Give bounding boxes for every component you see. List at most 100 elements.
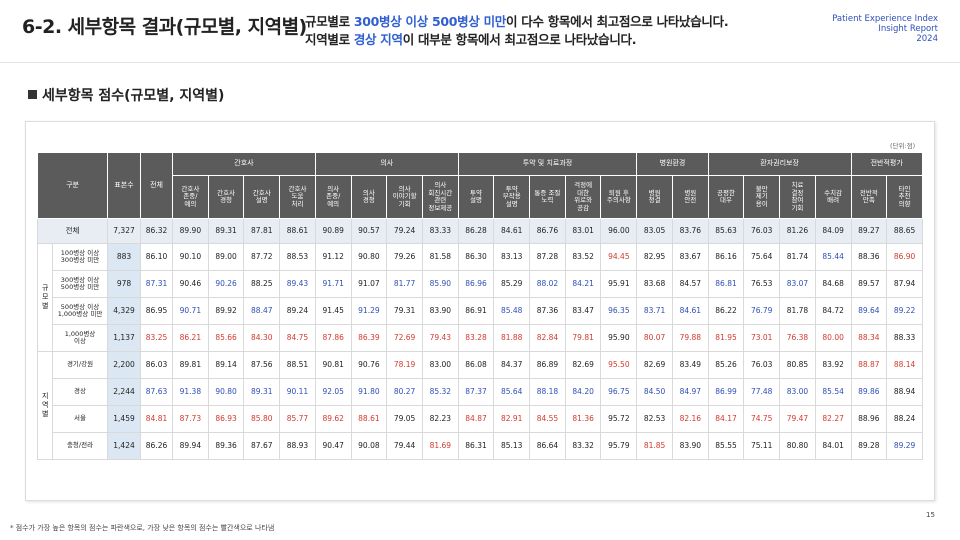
score-cell: 95.50 (600, 351, 638, 379)
slide-title: 6-2. 세부항목 결과(규모별, 지역별) (22, 16, 307, 38)
sample-count: 883 (107, 243, 142, 271)
score-cell: 80.07 (636, 324, 673, 352)
score-cell: 89.31 (207, 218, 245, 244)
score-cell: 81.88 (493, 324, 531, 352)
score-cell: 86.08 (457, 351, 495, 379)
sample-count: 4,329 (107, 297, 142, 325)
score-cell: 89.27 (850, 218, 888, 244)
score-cell: 88.94 (886, 378, 923, 406)
summary-text: 300병상 이상 500병상 미만 (353, 14, 507, 29)
score-cell: 89.43 (279, 270, 316, 298)
item-header: 전반적 만족 (850, 175, 888, 219)
score-cell: 88.34 (850, 324, 888, 352)
score-cell: 91.07 (350, 270, 388, 298)
score-cell: 79.05 (386, 405, 423, 433)
score-cell: 79.88 (671, 324, 709, 352)
score-cell: 84.01 (814, 432, 852, 460)
report-line: Insight Report (878, 24, 938, 34)
score-cell: 83.07 (779, 270, 816, 298)
score-cell: 83.32 (564, 432, 602, 460)
data-row: 지역별 경기/강원 2,200 86.03 89.81 89.14 87.56 88.51 90… (37, 351, 923, 460)
sample-count: 2,200 (107, 351, 142, 379)
score-cell: 89.24 (279, 297, 316, 325)
score-cell: 96.00 (600, 218, 638, 244)
score-cell: 79.43 (421, 324, 459, 352)
score-cell: 87.94 (886, 270, 923, 298)
row-label: 500병상 이상 1,000병상 미만 (51, 297, 109, 325)
score-cell: 74.75 (743, 405, 781, 433)
score-cell: 91.71 (314, 270, 352, 298)
score-cell: 83.05 (636, 218, 673, 244)
group-header: 투약 및 치료과정 (457, 152, 638, 176)
score-cell: 88.61 (350, 405, 388, 433)
table-header: 구분 표본수 전체 간호사 의사 투약 및 치료과정 병원환경 환자권리보장 전반적평가 간호사 … (36, 152, 923, 219)
score-cell: 86.64 (529, 432, 566, 460)
data-row: 500병상 이상 1,000병상 미만 4,329 86.95 90.71 89.92 8… (38, 297, 923, 325)
score-cell: 84.97 (671, 378, 709, 406)
score-cell: 86.93 (207, 405, 245, 433)
score-cell: 83.13 (493, 243, 531, 271)
divider (0, 62, 960, 63)
score-cell: 88.24 (886, 405, 923, 433)
data-row: 경상 2,244 87.63 91.38 90.80 89.31 90.11 92.05 91.… (38, 378, 923, 406)
score-cell: 86.10 (140, 243, 174, 271)
score-cell: 87.28 (529, 243, 566, 271)
score-cell: 86.21 (172, 324, 209, 352)
score-cell: 92.05 (314, 378, 352, 406)
score-cell: 86.03 (140, 351, 174, 379)
report-label: Patient Experience Index Insight Report 20… (832, 14, 938, 44)
item-header: 통증 조절 노력 (529, 175, 566, 219)
score-cell: 76.79 (743, 297, 781, 325)
score-cell: 84.81 (140, 405, 174, 433)
score-cell: 89.90 (172, 218, 209, 244)
score-cell: 86.90 (886, 243, 923, 271)
score-cell: 83.68 (636, 270, 673, 298)
score-cell: 79.81 (564, 324, 602, 352)
score-cell: 83.90 (421, 297, 459, 325)
score-cell: 85.64 (493, 378, 531, 406)
report-line: 2024 (916, 34, 938, 44)
score-cell: 86.31 (457, 432, 495, 460)
score-cell: 86.28 (457, 218, 495, 244)
score-cell: 89.29 (886, 432, 923, 460)
footnote: * 점수가 가장 높은 항목의 점수는 파란색으로, 가장 낮은 항목의 점수는… (10, 524, 275, 532)
score-cell: 87.37 (457, 378, 495, 406)
score-cell: 87.73 (172, 405, 209, 433)
item-header: 투약 설명 (457, 175, 495, 219)
table-body: 전체 7,327 86.32 89.90 89.31 87.81 88.61 90.89 90.… (36, 218, 923, 460)
item-header: 치료 결정 참여 기회 (779, 175, 816, 219)
score-cell: 84.55 (529, 405, 566, 433)
score-cell: 82.16 (671, 405, 709, 433)
score-cell: 83.90 (671, 432, 709, 460)
score-cell: 90.89 (314, 218, 352, 244)
sample-count: 7,327 (107, 218, 142, 244)
score-cell: 88.25 (243, 270, 281, 298)
score-cell: 90.46 (172, 270, 209, 298)
item-header: 의사 이야기할 기회 (386, 175, 423, 219)
score-cell: 80.85 (779, 351, 816, 379)
score-cell: 88.65 (886, 218, 923, 244)
header-row: 구분 표본수 전체 간호사 의사 투약 및 치료과정 병원환경 환자권리보장 전반적평가 (36, 152, 923, 219)
score-cell: 87.67 (243, 432, 281, 460)
summary-text: 이 다수 항목에서 최고점으로 나타났습니다. (506, 14, 729, 29)
score-cell: 79.31 (386, 297, 423, 325)
score-cell: 83.92 (814, 351, 852, 379)
score-cell: 76.38 (779, 324, 816, 352)
score-cell: 83.01 (564, 218, 602, 244)
score-cell: 82.91 (493, 405, 531, 433)
score-cell: 75.64 (743, 243, 781, 271)
section-label: 규모별 (37, 243, 53, 352)
group-header: 병원환경 (636, 152, 709, 176)
score-cell: 81.77 (386, 270, 423, 298)
score-cell: 80.80 (779, 432, 816, 460)
score-cell: 73.01 (743, 324, 781, 352)
score-cell: 89.22 (886, 297, 923, 325)
item-header: 병원 안전 (671, 175, 709, 219)
score-cell: 90.10 (172, 243, 209, 271)
score-cell: 87.72 (243, 243, 281, 271)
score-cell: 88.02 (529, 270, 566, 298)
score-cell: 83.33 (421, 218, 459, 244)
score-cell: 81.78 (779, 297, 816, 325)
